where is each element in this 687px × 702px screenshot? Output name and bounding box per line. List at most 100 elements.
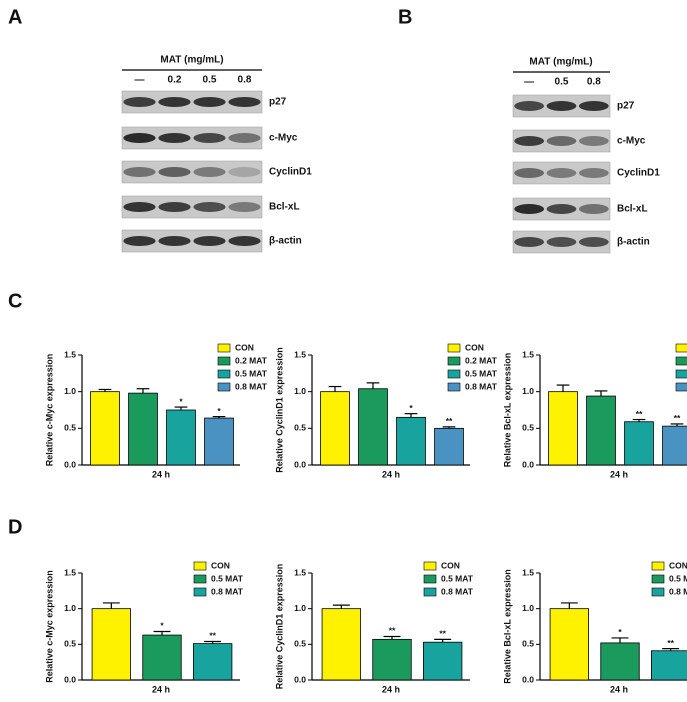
legend-label: 0.2 MAT bbox=[465, 355, 498, 365]
blot-band bbox=[578, 136, 609, 146]
blot-band bbox=[158, 202, 191, 212]
blot-band bbox=[578, 204, 609, 214]
bar-chart: 0.0 0.5 1.0 1.5 Relative Bcl-xL expression 24… bbox=[502, 343, 687, 479]
blot-band bbox=[546, 204, 577, 214]
legend-label: CON bbox=[211, 560, 230, 570]
x-tick-label: 24 h bbox=[610, 469, 628, 479]
significance: * bbox=[618, 627, 622, 637]
legend-swatch bbox=[217, 343, 231, 353]
legend-swatch bbox=[193, 587, 207, 597]
bar bbox=[372, 638, 412, 681]
blot-strip bbox=[121, 195, 263, 219]
y-tick-label: 1.5 bbox=[294, 567, 306, 577]
legend-label: CON bbox=[465, 342, 484, 352]
legend-swatch bbox=[193, 574, 207, 584]
significance: * bbox=[160, 621, 164, 631]
protein-label: CyclinD1 bbox=[269, 167, 312, 178]
y-tick-label: 0.5 bbox=[64, 639, 76, 649]
blot-band bbox=[193, 167, 226, 177]
bar bbox=[586, 395, 616, 466]
panel-label: D bbox=[8, 516, 22, 538]
legend-swatch bbox=[651, 574, 665, 584]
legend-swatch bbox=[423, 561, 437, 571]
y-tick-label: 0.0 bbox=[64, 674, 76, 684]
protein-label: p27 bbox=[617, 101, 635, 112]
y-tick-label: 1.5 bbox=[522, 349, 534, 359]
blot-strip bbox=[121, 90, 263, 114]
blot-band bbox=[123, 167, 156, 177]
legend-label: CON bbox=[235, 342, 254, 352]
legend-swatch bbox=[423, 574, 437, 584]
protein-label: p27 bbox=[269, 97, 287, 108]
legend-swatch bbox=[447, 369, 461, 379]
blot-band bbox=[546, 237, 577, 247]
y-axis-label: Relative CyclinD1 expression bbox=[274, 564, 284, 690]
legend-label: 0.5 MAT bbox=[669, 573, 687, 583]
legend-swatch bbox=[675, 343, 687, 353]
blot-band bbox=[123, 236, 156, 246]
y-axis-label: Relative c-Myc expression bbox=[44, 354, 54, 467]
bar bbox=[651, 650, 687, 681]
bar bbox=[166, 409, 196, 466]
significance: * bbox=[217, 406, 221, 416]
y-tick-label: 0.5 bbox=[294, 639, 306, 649]
bar bbox=[662, 425, 687, 466]
blot-band bbox=[228, 97, 261, 107]
lane-label: 0.5 bbox=[203, 75, 217, 86]
bar bbox=[204, 417, 234, 466]
bar-chart: 0.0 0.5 1.0 1.5 Relative c-Myc expression 24 … bbox=[44, 342, 267, 479]
y-tick-label: 0.0 bbox=[522, 459, 534, 469]
legend-swatch bbox=[217, 356, 231, 366]
blot-band bbox=[228, 236, 261, 246]
blot-band bbox=[514, 101, 545, 111]
legend-swatch bbox=[651, 561, 665, 571]
bar bbox=[434, 427, 464, 466]
protein-label: CyclinD1 bbox=[617, 168, 660, 179]
blot-band bbox=[228, 133, 261, 143]
protein-label: c-Myc bbox=[617, 136, 646, 147]
y-tick-label: 0.5 bbox=[64, 423, 76, 433]
bar-chart: 0.0 0.5 1.0 1.5 Relative Bcl-xL expression 24… bbox=[502, 560, 687, 694]
bar bbox=[624, 421, 654, 466]
protein-label: β-actin bbox=[617, 237, 650, 248]
significance: ** bbox=[209, 631, 216, 641]
y-tick-label: 0.5 bbox=[522, 639, 534, 649]
blot-header: MAT (mg/mL) bbox=[160, 55, 223, 66]
significance: * bbox=[409, 403, 413, 413]
panel-label: A bbox=[8, 6, 22, 28]
blot-band bbox=[123, 202, 156, 212]
y-axis-label: Relative Bcl-xL expression bbox=[502, 353, 512, 467]
blot-band bbox=[158, 97, 191, 107]
bar bbox=[396, 416, 426, 466]
blot-band bbox=[514, 136, 545, 146]
blot-band bbox=[514, 168, 545, 178]
blot-strip bbox=[121, 126, 263, 150]
legend-label: 0.8 MAT bbox=[465, 381, 498, 391]
bar bbox=[548, 391, 578, 466]
x-tick-label: 24 h bbox=[382, 469, 400, 479]
y-axis-label: Relative CyclinD1 expression bbox=[274, 347, 284, 473]
significance: * bbox=[179, 396, 183, 406]
significance: ** bbox=[439, 629, 446, 639]
significance: ** bbox=[389, 626, 396, 636]
bar bbox=[423, 641, 463, 681]
y-tick-label: 1.5 bbox=[294, 349, 306, 359]
blot-strip bbox=[121, 229, 263, 253]
y-tick-label: 1.0 bbox=[294, 603, 306, 613]
legend-swatch bbox=[651, 587, 665, 597]
lane-label: — bbox=[524, 77, 534, 88]
legend-label: 0.2 MAT bbox=[235, 355, 268, 365]
lane-label: 0.2 bbox=[168, 75, 182, 86]
bar bbox=[321, 608, 361, 681]
legend-label: 0.8 MAT bbox=[441, 586, 474, 596]
blot-band bbox=[123, 97, 156, 107]
y-axis-label: Relative c-Myc expression bbox=[44, 570, 54, 683]
y-tick-label: 0.0 bbox=[522, 674, 534, 684]
y-tick-label: 1.5 bbox=[64, 567, 76, 577]
blot-band bbox=[193, 202, 226, 212]
bar bbox=[193, 643, 233, 681]
blot-header: MAT (mg/mL) bbox=[529, 57, 592, 68]
bar bbox=[549, 608, 589, 681]
legend-label: 0.5 MAT bbox=[211, 573, 244, 583]
protein-label: c-Myc bbox=[269, 133, 298, 144]
